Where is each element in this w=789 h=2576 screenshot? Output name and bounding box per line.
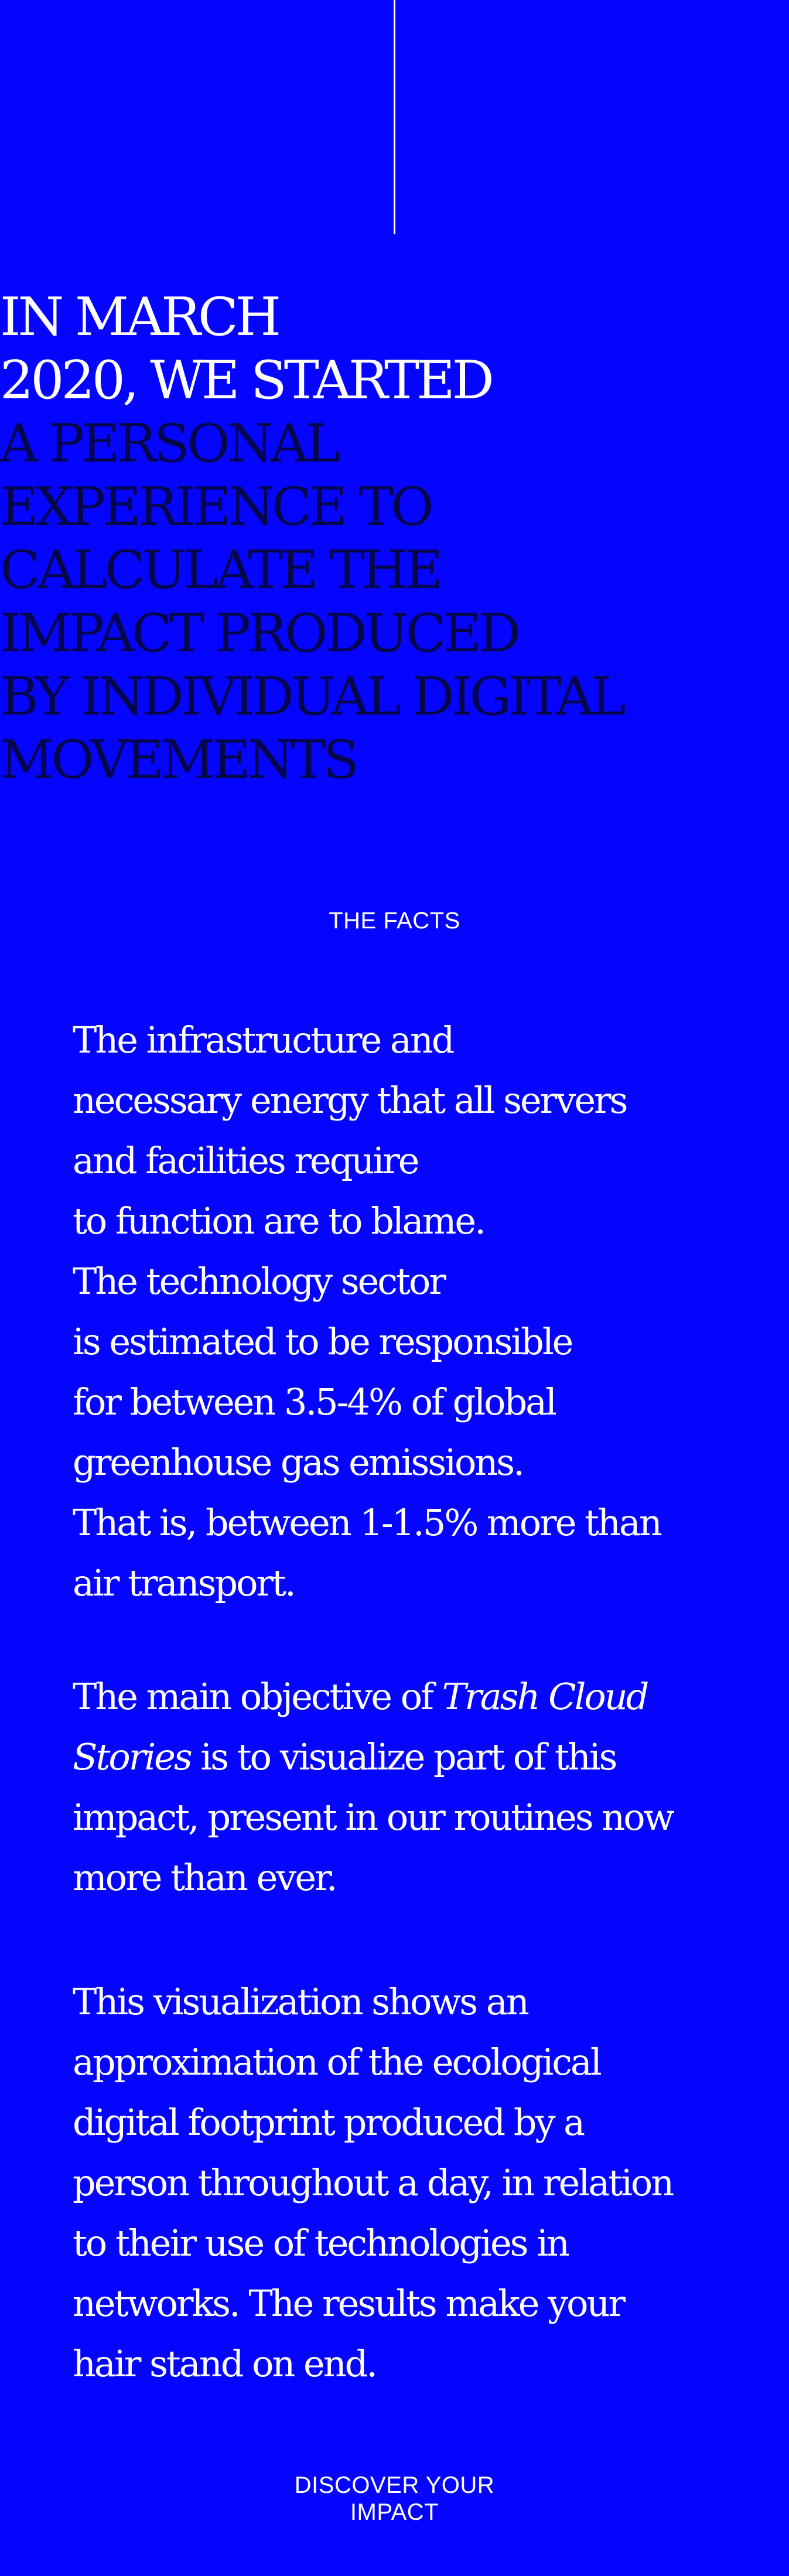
paragraph-line: That is, between 1-1.5% more than (73, 1501, 662, 1544)
paragraph-line: Stories is to visualize part of this (73, 1727, 740, 1787)
headline-line: EXPERIENCE TO (0, 476, 434, 538)
hero-headline: IN MARCH 2020, WE STARTED A PERSONAL EXP… (0, 286, 789, 792)
facts-paragraph-1: The infrastructure and necessary energy … (73, 1010, 740, 1613)
headline-line: IMPACT PRODUCED (0, 603, 521, 664)
facts-paragraph-2: The main objective of Trash Cloud Storie… (73, 1666, 740, 1908)
discover-impact-button[interactable]: DISCOVER YOUR IMPACT (0, 2472, 789, 2526)
paragraph-line: more than ever. (73, 1856, 338, 1899)
paragraph-line: to their use of technologies in (73, 2222, 570, 2264)
paragraph-line: networks. The results make your (73, 2282, 626, 2325)
paragraph-text: is to visualize part of this (190, 1735, 617, 1778)
discover-label-line: IMPACT (350, 2499, 439, 2525)
paragraph-line: hair stand on end. (73, 2342, 378, 2385)
scroll-indicator-line (394, 0, 395, 234)
paragraph-line: digital footprint produced by a (73, 2101, 585, 2144)
headline-line: BY INDIVIDUAL DIGITAL (0, 666, 626, 727)
project-title-italic: Trash Cloud (442, 1675, 650, 1718)
paragraph-line: and facilities require (73, 1139, 419, 1182)
paragraph-line: air transport. (73, 1562, 296, 1604)
paragraph-line: is estimated to be responsible (73, 1320, 573, 1363)
discover-label-line: DISCOVER YOUR (294, 2472, 495, 2498)
facts-section-label: THE FACTS (329, 908, 460, 934)
headline-line: CALCULATE THE (0, 539, 443, 601)
paragraph-line: necessary energy that all servers (73, 1079, 628, 1122)
paragraph-text: The main objective of (73, 1675, 442, 1718)
paragraph-line: person throughout a day, in relation (73, 2161, 674, 2204)
headline-line: IN MARCH (0, 286, 281, 348)
paragraph-line: The infrastructure and (73, 1019, 455, 1061)
paragraph-line: approximation of the ecological (73, 2041, 602, 2083)
headline-line: MOVEMENTS (0, 729, 359, 791)
paragraph-line: The technology sector (73, 1260, 446, 1303)
headline-line: 2020, WE STARTED (0, 350, 494, 411)
paragraph-line: impact, present in our routines now (73, 1796, 675, 1839)
headline-line: A PERSONAL (0, 413, 341, 474)
paragraph-line: greenhouse gas emissions. (73, 1441, 525, 1484)
paragraph-line: to function are to blame. (73, 1200, 486, 1242)
facts-paragraph-3: This visualization shows an approximatio… (73, 1972, 740, 2394)
project-title-italic: Stories (73, 1735, 193, 1778)
paragraph-line: The main objective of Trash Cloud (73, 1666, 740, 1727)
paragraph-line: This visualization shows an (73, 1980, 530, 2023)
paragraph-line: for between 3.5-4% of global (73, 1381, 557, 1423)
